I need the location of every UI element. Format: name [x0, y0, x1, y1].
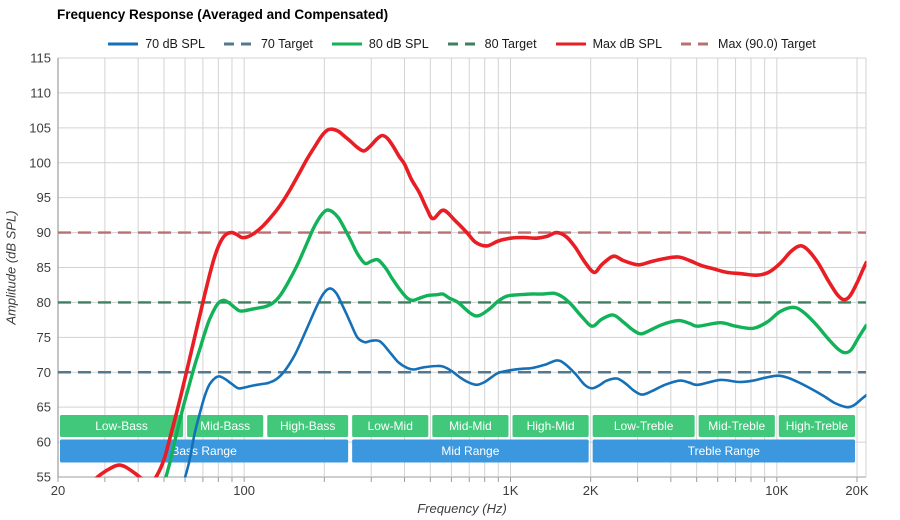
band-label: Mid-Bass — [200, 419, 250, 433]
legend-item-80-db-spl: 80 dB SPL — [331, 37, 429, 51]
legend-label: Max (90.0) Target — [718, 37, 816, 51]
y-tick-label: 100 — [29, 155, 51, 170]
band-high-treble — [778, 415, 855, 437]
x-tick-label: 1K — [503, 483, 519, 498]
legend-label: 70 Target — [260, 37, 313, 51]
x-axis-title: Frequency (Hz) — [417, 501, 507, 516]
legend-dashed-line-swatch — [681, 42, 712, 46]
legend-line-swatch — [108, 42, 139, 46]
band-mid-bass — [187, 415, 264, 437]
band-label: Treble Range — [688, 444, 761, 458]
legend-item-max-90-0-target: Max (90.0) Target — [681, 37, 816, 51]
y-tick-label: 85 — [37, 260, 51, 275]
band-low-bass — [60, 415, 184, 437]
legend-item-80-target: 80 Target — [447, 37, 537, 51]
curve-80-db-spl — [164, 208, 867, 478]
band-low-mid — [352, 415, 429, 437]
gridlines — [57, 57, 867, 478]
y-tick-label: 115 — [30, 51, 51, 66]
chart-legend: 70 dB SPL 70 Target 80 dB SPL 80 Target Max … — [58, 34, 866, 54]
legend-item-max-db-spl: Max dB SPL — [555, 37, 663, 51]
x-tick-label: 100 — [233, 483, 255, 498]
x-tick-label: 2K — [583, 483, 599, 498]
y-tick-label: 95 — [37, 190, 51, 205]
legend-label: Max dB SPL — [592, 37, 663, 51]
legend-dashed-line-swatch — [447, 42, 478, 46]
band-label: Mid-Mid — [449, 419, 492, 433]
band-mid-treble — [698, 415, 775, 437]
legend-item-70-db-spl: 70 dB SPL — [108, 37, 205, 51]
band-label: Low-Bass — [95, 419, 148, 433]
band-label: High-Treble — [786, 419, 849, 433]
main-band-row: Bass Range Mid Range Treble Range — [60, 439, 855, 463]
y-tick-label: 75 — [37, 330, 51, 345]
band-bass-range — [60, 439, 349, 463]
band-high-mid — [512, 415, 589, 437]
band-label: Mid Range — [441, 444, 499, 458]
band-label: Mid-Treble — [708, 419, 765, 433]
legend-label: 80 Target — [484, 37, 537, 51]
y-tick-label: 80 — [37, 295, 51, 310]
band-label: Low-Treble — [614, 419, 674, 433]
y-tick-label: 60 — [37, 435, 51, 450]
y-tick-label: 90 — [37, 225, 51, 240]
band-label: High-Bass — [280, 419, 335, 433]
sub-band-row: Low-Bass Mid-Bass High-Bass Low-Mid Mid-Mid H… — [60, 415, 855, 437]
legend-item-70-target: 70 Target — [223, 37, 313, 51]
tick-labels: 55 60 65 70 75 80 85 90 95 100 105 110 115 20 100 1K 2K 1… — [29, 51, 869, 499]
x-tick-label: 20 — [51, 483, 65, 498]
y-tick-label: 55 — [37, 470, 51, 485]
band-label: Low-Mid — [368, 419, 413, 433]
chart-title: Frequency Response (Averaged and Compens… — [57, 7, 389, 22]
band-high-bass — [267, 415, 349, 437]
band-mid-range — [352, 439, 589, 463]
legend-dashed-line-swatch — [223, 42, 254, 46]
y-tick-label: 105 — [29, 120, 51, 135]
band-mid-mid — [432, 415, 509, 437]
y-axis-title: Amplitude (dB SPL) — [3, 210, 19, 325]
curve-max-db-spl — [94, 127, 867, 478]
x-tick-label: 10K — [765, 483, 788, 498]
legend-line-swatch — [331, 42, 362, 46]
band-treble-range — [592, 439, 855, 463]
y-tick-label: 70 — [37, 365, 51, 380]
y-tick-label: 110 — [30, 85, 51, 100]
legend-label: 80 dB SPL — [368, 37, 429, 51]
band-low-treble — [592, 415, 695, 437]
y-tick-label: 65 — [37, 400, 51, 415]
x-tick-label: 20K — [845, 483, 868, 498]
curve-70-db-spl — [183, 287, 867, 478]
band-label: High-Mid — [527, 419, 575, 433]
x-minor-ticks — [57, 477, 858, 482]
curves — [94, 127, 867, 478]
legend-line-swatch — [555, 42, 586, 46]
band-label: Bass Range — [171, 444, 237, 458]
legend-label: 70 dB SPL — [145, 37, 205, 51]
